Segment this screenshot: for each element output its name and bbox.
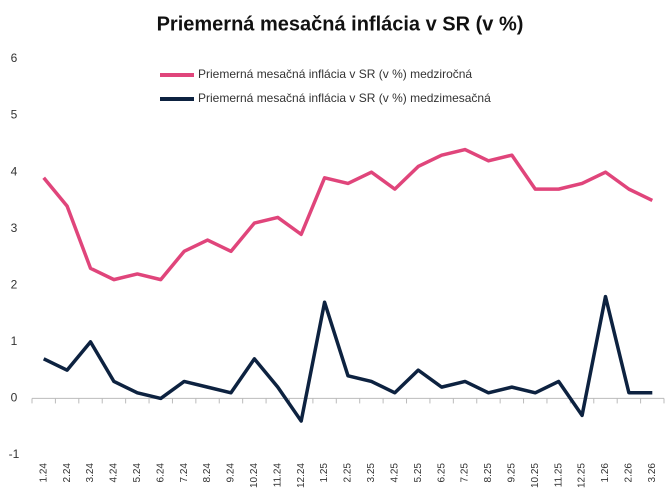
x-tick-label: 3.25 — [366, 463, 377, 483]
x-tick-label: 1.26 — [600, 463, 611, 483]
x-tick-label: 7.25 — [460, 463, 471, 483]
x-tick-label: 10.24 — [249, 463, 260, 488]
x-tick-label: 3.24 — [85, 463, 96, 483]
x-tick-label: 4.24 — [109, 463, 120, 483]
legend-label: Priemerná mesačná inflácia v SR (v %) me… — [198, 91, 491, 105]
x-tick-label: 11.24 — [272, 463, 283, 488]
y-tick-label: 0 — [11, 391, 18, 405]
y-tick-label: 2 — [11, 277, 18, 291]
legend-label: Priemerná mesačná inflácia v SR (v %) me… — [198, 67, 472, 81]
series-line — [42, 294, 653, 423]
y-tick-label: 1 — [11, 334, 18, 348]
x-tick-label: 12.25 — [577, 463, 588, 488]
y-tick-label: 6 — [11, 51, 18, 65]
x-tick-label: 1.24 — [38, 463, 49, 483]
x-tick-label: 8.24 — [202, 463, 213, 483]
x-tick-label: 6.24 — [155, 463, 166, 483]
x-tick-label: 10.25 — [530, 463, 541, 488]
x-tick-label: 11.25 — [553, 463, 564, 488]
x-tick-label: 7.24 — [179, 463, 190, 483]
x-tick-label: 9.24 — [226, 463, 237, 483]
x-tick-label: 4.25 — [389, 463, 400, 483]
x-tick-label: 9.25 — [506, 463, 517, 483]
y-tick-label: 4 — [11, 164, 18, 178]
y-tick-label: 5 — [11, 108, 18, 122]
x-tick-label: 5.24 — [132, 463, 143, 483]
x-tick-label: 3.26 — [647, 463, 658, 483]
chart-title: Priemerná mesačná inflácia v SR (v %) — [157, 13, 524, 35]
y-tick-label: 3 — [11, 221, 18, 235]
x-tick-label: 8.25 — [483, 463, 494, 483]
x-tick-label: 2.24 — [62, 463, 73, 483]
y-tick-label: -1 — [9, 447, 20, 461]
x-tick-label: 5.25 — [413, 463, 424, 483]
x-tick-label: 6.25 — [436, 463, 447, 483]
series-line — [42, 147, 654, 282]
x-tick-label: 12.24 — [296, 463, 307, 488]
x-tick-label: 1.25 — [319, 463, 330, 483]
x-tick-label: 2.26 — [624, 463, 635, 483]
x-tick-label: 2.25 — [343, 463, 354, 483]
